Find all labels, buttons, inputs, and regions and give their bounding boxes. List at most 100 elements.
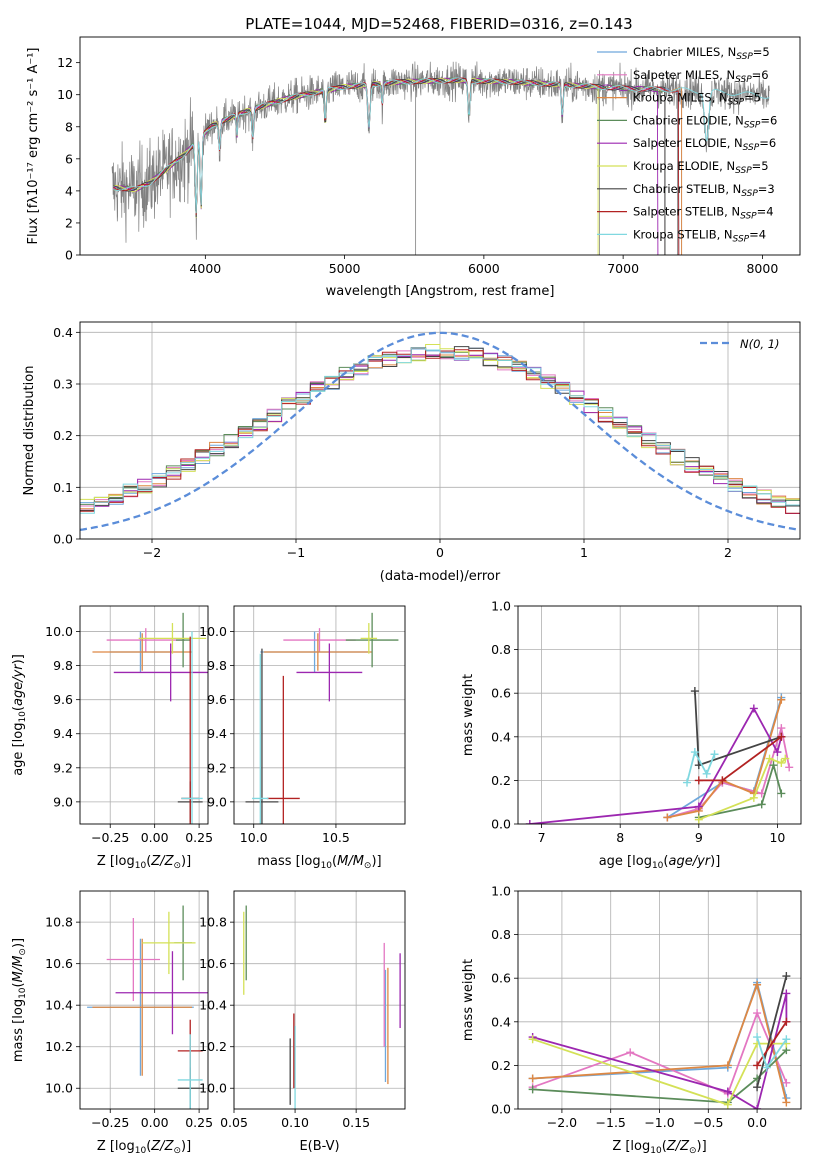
label-part: SSP bbox=[744, 120, 761, 130]
label-part: age [log bbox=[599, 854, 652, 869]
legend-label: Kroupa STELIB, NSSP=4 bbox=[633, 227, 766, 244]
label-part: SSP bbox=[741, 189, 758, 199]
axes-frame bbox=[79, 890, 209, 1110]
label-part: )] bbox=[11, 938, 26, 948]
x-tick-label: 6000 bbox=[468, 261, 500, 276]
weight-marker bbox=[781, 754, 790, 763]
y-tick-label: 9.2 bbox=[53, 760, 73, 775]
y-axis-label: mass weight bbox=[461, 959, 476, 1041]
legend-label: Salpeter ELODIE, NSSP=6 bbox=[633, 136, 776, 153]
label-part: ( bbox=[11, 706, 26, 711]
label-part: Chabrier STELIB, N bbox=[633, 182, 741, 196]
x-tick-label: 9 bbox=[695, 830, 703, 845]
legend-label: Salpeter MILES, NSSP=6 bbox=[633, 68, 769, 85]
label-part: SSP bbox=[740, 212, 757, 222]
y-tick-label: 0.2 bbox=[491, 1058, 511, 1073]
label-part: age/yr bbox=[11, 663, 26, 706]
legend-label: Chabrier MILES, NSSP=5 bbox=[633, 45, 770, 62]
y-tick-label: 0 bbox=[65, 248, 73, 263]
axes-frame bbox=[517, 890, 802, 1110]
label-part: =3 bbox=[758, 182, 775, 196]
label-part: )] bbox=[371, 854, 381, 869]
weight-marker bbox=[777, 724, 786, 733]
x-axis-label: (data-model)/error bbox=[380, 569, 501, 584]
x-tick-label: −1.5 bbox=[596, 1115, 626, 1130]
x-tick-label: 0.25 bbox=[185, 1115, 213, 1130]
label-part: )] bbox=[181, 854, 191, 869]
legend-label: Chabrier STELIB, NSSP=3 bbox=[633, 182, 775, 199]
x-tick-label: 0.25 bbox=[185, 830, 213, 845]
x-tick-label: 8 bbox=[616, 830, 624, 845]
y-tick-label: 1.0 bbox=[491, 599, 511, 614]
errorbar-point bbox=[263, 633, 373, 671]
y-axis-label: mass [log10(M/M⊙)] bbox=[11, 938, 28, 1062]
panel-age-Z: −0.25 0.00 0.259.09.29.49.69.810.0Z [log10… bbox=[11, 605, 213, 871]
weight-marker bbox=[753, 1009, 762, 1018]
weight-marker bbox=[782, 1078, 791, 1087]
model-fit-line bbox=[113, 77, 680, 255]
label-part: ⊙ bbox=[18, 948, 28, 956]
weight-marker bbox=[723, 1087, 732, 1096]
x-tick-label: 0.15 bbox=[342, 1115, 370, 1130]
model-fit-line bbox=[113, 77, 599, 255]
weight-marker bbox=[528, 1035, 537, 1044]
x-tick-label: −2.0 bbox=[547, 1115, 577, 1130]
weight-marker bbox=[702, 769, 711, 778]
y-tick-label: 0.3 bbox=[53, 377, 73, 392]
y-tick-label: 0.2 bbox=[491, 773, 511, 788]
x-tick-label: 0.05 bbox=[220, 1115, 248, 1130]
weight-marker bbox=[694, 815, 703, 824]
weight-marker bbox=[753, 1061, 762, 1070]
y-tick-label: 9.8 bbox=[53, 658, 73, 673]
y-tick-label: 0.0 bbox=[53, 532, 73, 547]
weight-line bbox=[756, 1021, 788, 1066]
y-tick-label: 10.0 bbox=[45, 1081, 73, 1096]
label-part: =5 bbox=[753, 45, 770, 59]
weight-marker bbox=[782, 1017, 791, 1026]
y-tick-label: 0.6 bbox=[491, 971, 511, 986]
weight-marker bbox=[683, 778, 692, 787]
x-tick-label: 8000 bbox=[746, 261, 778, 276]
errorbar-point bbox=[106, 917, 160, 1002]
y-tick-label: 10.4 bbox=[199, 998, 227, 1013]
label-part: 10 bbox=[18, 711, 28, 723]
weight-marker bbox=[663, 813, 672, 822]
x-tick-label: 10.0 bbox=[240, 830, 268, 845]
x-tick-label: 10 bbox=[769, 830, 785, 845]
y-axis-label: age [log10(age/yr)] bbox=[11, 654, 28, 776]
label-part: SSP bbox=[733, 234, 750, 244]
label-part: Salpeter ELODIE, N bbox=[633, 136, 743, 150]
x-tick-label: 4000 bbox=[189, 261, 221, 276]
label-part: ( bbox=[662, 1139, 667, 1154]
weight-marker bbox=[525, 820, 534, 824]
x-tick-label: 2 bbox=[724, 545, 732, 560]
label-part: )] bbox=[710, 854, 720, 869]
weight-marker bbox=[782, 972, 791, 981]
label-part: =5 bbox=[744, 91, 761, 105]
label-part: SSP bbox=[735, 166, 752, 176]
figure-title: PLATE=1044, MJD=52468, FIBERID=0316, z=0… bbox=[245, 15, 632, 33]
label-part: SSP bbox=[735, 75, 752, 85]
weight-marker bbox=[773, 748, 782, 757]
weight-marker bbox=[782, 1035, 791, 1044]
errorbar-point bbox=[252, 653, 269, 824]
label-part: )] bbox=[11, 654, 26, 664]
y-tick-label: 10.2 bbox=[199, 1039, 227, 1054]
label-part: )] bbox=[697, 1139, 707, 1154]
weight-marker bbox=[694, 802, 703, 811]
x-tick-label: −1 bbox=[287, 545, 305, 560]
x-tick-label: 0.00 bbox=[141, 830, 169, 845]
panel-age-mass: 10.0 10.5 9.0 9.2 9.4 9.6 9.8 10.0 mass [log10(M… bbox=[199, 605, 406, 871]
label-part: Z [log bbox=[612, 1139, 650, 1154]
x-tick-label: 0.10 bbox=[281, 1115, 309, 1130]
y-tick-label: 10 bbox=[57, 87, 73, 102]
panel-residuals: −2 −1 0 1 2 0.0 0.1 0.2 0.3 0.4 (data-model)/error… bbox=[22, 321, 801, 584]
errorbar-point bbox=[296, 643, 363, 702]
y-tick-label: 0.1 bbox=[53, 480, 73, 495]
label-part: 10 bbox=[652, 861, 664, 871]
errorbar-point bbox=[92, 633, 192, 671]
plot-area bbox=[87, 905, 208, 1109]
y-tick-label: 1.0 bbox=[491, 884, 511, 899]
